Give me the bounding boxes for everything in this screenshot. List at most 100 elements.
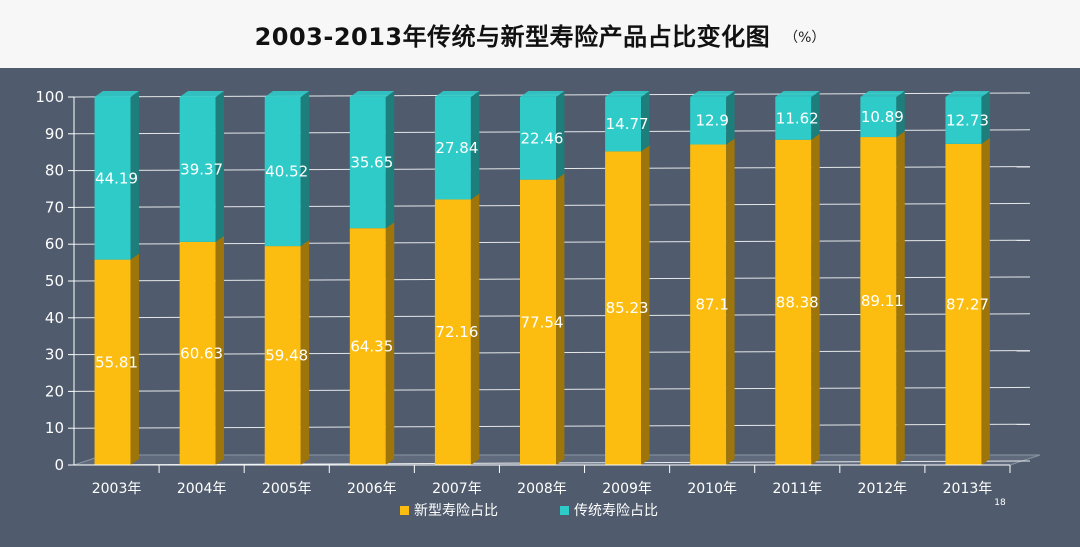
data-label-traditional-3: 35.65 — [350, 154, 393, 172]
bar-new-7 — [690, 144, 727, 466]
data-label-traditional-4: 27.84 — [435, 139, 478, 157]
bar-side-traditional-2 — [300, 91, 310, 247]
data-label-traditional-2: 40.52 — [265, 163, 308, 181]
bar-top-8 — [775, 91, 820, 97]
bar-side-traditional-8 — [811, 91, 820, 140]
bar-side-new-0 — [130, 253, 139, 465]
bar-side-new-9 — [896, 131, 905, 465]
bar-top-9 — [860, 91, 905, 97]
bar-top-2 — [264, 91, 310, 97]
bar-side-new-10 — [981, 137, 990, 465]
bar-side-traditional-6 — [641, 91, 650, 152]
bar-top-6 — [605, 91, 650, 97]
bar-side-traditional-1 — [215, 91, 225, 242]
x-tick-label-1: 2004年 — [177, 481, 227, 497]
bar-side-new-4 — [470, 193, 480, 465]
data-label-traditional-9: 10.89 — [861, 108, 904, 126]
bar-side-new-1 — [215, 235, 225, 465]
data-label-new-0: 55.81 — [95, 353, 138, 371]
data-label-new-9: 89.11 — [861, 292, 904, 310]
bar-side-new-3 — [385, 222, 395, 465]
y-tick-label-100: 100 — [35, 88, 64, 106]
bar-traditional-5 — [520, 97, 556, 180]
bar-top-7 — [690, 91, 735, 97]
bar-new-5 — [520, 179, 556, 465]
bar-top-10 — [945, 91, 990, 97]
y-tick-label-20: 20 — [45, 382, 64, 400]
x-tick-label-5: 2008年 — [517, 481, 567, 497]
bar-top-5 — [520, 91, 565, 97]
data-label-new-6: 85.23 — [606, 299, 649, 317]
y-tick-label-80: 80 — [45, 162, 64, 180]
bar-new-1 — [179, 241, 216, 465]
y-tick-label-90: 90 — [45, 125, 64, 143]
x-tick-label-7: 2010年 — [687, 481, 737, 497]
bar-new-0 — [94, 259, 131, 465]
legend-swatch-new — [400, 506, 409, 515]
data-label-new-1: 60.63 — [180, 344, 223, 362]
data-label-new-8: 88.38 — [776, 293, 819, 311]
y-tick-label-10: 10 — [45, 419, 64, 437]
y-tick-label-50: 50 — [45, 272, 64, 290]
bar-top-4 — [434, 91, 480, 97]
y-tick-label-30: 30 — [45, 346, 64, 364]
legend-label-new: 新型寿险占比 — [414, 502, 498, 519]
bar-new-6 — [605, 151, 642, 465]
bar-top-0 — [94, 91, 139, 97]
bar-traditional-10 — [945, 97, 982, 144]
legend-label-traditional: 传统寿险占比 — [574, 502, 658, 519]
data-label-new-10: 87.27 — [946, 295, 989, 313]
bar-traditional-7 — [690, 97, 727, 145]
data-label-new-5: 77.54 — [521, 313, 564, 331]
bar-side-traditional-10 — [981, 91, 990, 144]
bar-top-1 — [179, 91, 225, 97]
bar-side-new-8 — [811, 133, 820, 465]
x-tick-label-9: 2012年 — [858, 481, 908, 497]
x-tick-label-2: 2005年 — [262, 481, 312, 497]
x-tick-label-8: 2011年 — [772, 481, 822, 497]
data-label-traditional-10: 12.73 — [946, 111, 989, 129]
legend-swatch-traditional — [560, 506, 569, 515]
bar-traditional-6 — [605, 97, 642, 152]
bar-side-new-5 — [556, 173, 565, 465]
data-label-traditional-6: 14.77 — [606, 115, 649, 133]
bar-new-4 — [434, 199, 471, 465]
bar-side-new-7 — [726, 138, 735, 466]
stacked-bar-chart: 0 10 20 30 40 50 60 70 80 90 100 55.81 44.19 2003年 60.… — [35, 88, 1041, 519]
x-tick-label-4: 2007年 — [432, 481, 482, 497]
x-tick-label-10: 2013年 — [943, 481, 993, 497]
page-number: 18 — [994, 498, 1006, 508]
x-tick-label-0: 2003年 — [92, 481, 142, 497]
chart-panel: 0 10 20 30 40 50 60 70 80 90 100 55.81 44.19 2003年 60.… — [0, 68, 1080, 547]
data-label-traditional-5: 22.46 — [521, 129, 564, 147]
data-label-traditional-8: 11.62 — [776, 109, 819, 127]
bar-side-traditional-4 — [470, 91, 480, 200]
bar-new-8 — [775, 139, 812, 465]
bar-new-10 — [945, 143, 982, 465]
y-tick-label-60: 60 — [45, 235, 64, 253]
bar-new-3 — [349, 228, 386, 465]
data-label-new-3: 64.35 — [350, 338, 393, 356]
chart-title: 2003-2013年传统与新型寿险产品占比变化图 — [254, 22, 771, 51]
bar-side-new-6 — [641, 145, 650, 465]
bar-new-9 — [860, 137, 897, 465]
x-tick-label-6: 2009年 — [602, 481, 652, 497]
bar-side-traditional-5 — [556, 91, 565, 180]
bar-traditional-2 — [264, 97, 301, 247]
data-label-new-7: 87.1 — [695, 296, 728, 314]
bar-traditional-3 — [349, 97, 386, 229]
y-tick-label-70: 70 — [45, 198, 64, 216]
x-tick-label-3: 2006年 — [347, 481, 397, 497]
data-label-new-4: 72.16 — [435, 323, 478, 341]
title-bar: 2003-2013年传统与新型寿险产品占比变化图 （%） — [0, 0, 1080, 68]
bar-side-traditional-7 — [726, 91, 735, 145]
data-label-traditional-1: 39.37 — [180, 160, 223, 178]
chart-unit: （%） — [784, 30, 826, 46]
bar-side-traditional-3 — [385, 91, 395, 229]
y-tick-label-40: 40 — [45, 309, 64, 327]
data-label-traditional-7: 12.9 — [695, 112, 728, 130]
y-tick-label-0: 0 — [54, 456, 64, 474]
bar-traditional-4 — [434, 97, 471, 200]
bar-traditional-9 — [860, 97, 897, 138]
data-label-new-2: 59.48 — [265, 347, 308, 365]
